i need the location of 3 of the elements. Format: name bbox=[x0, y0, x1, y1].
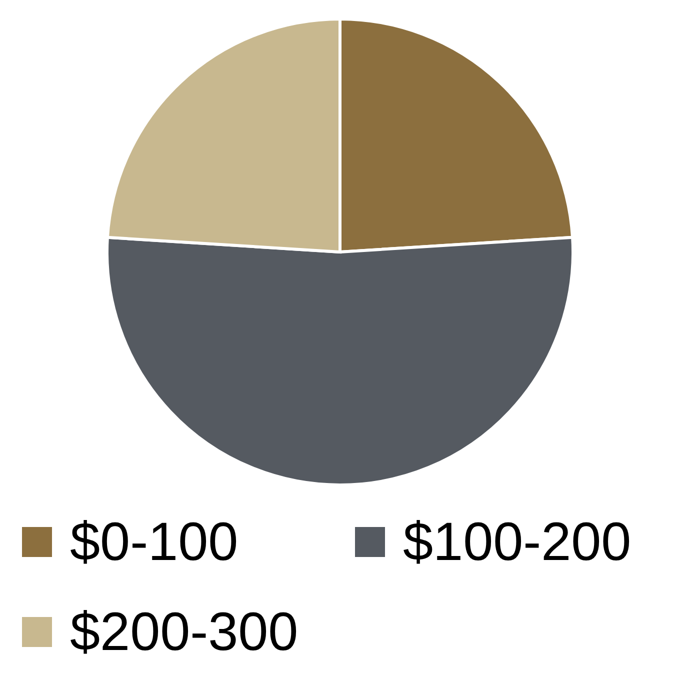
legend-label: $0-100 bbox=[70, 511, 238, 573]
legend-label: $100-200 bbox=[403, 511, 632, 573]
legend-label: $200-300 bbox=[70, 601, 298, 663]
